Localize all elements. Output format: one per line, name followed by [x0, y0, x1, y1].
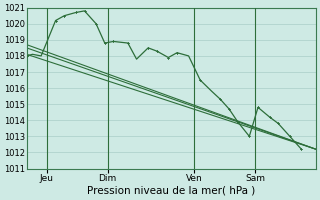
X-axis label: Pression niveau de la mer( hPa ): Pression niveau de la mer( hPa ) — [87, 186, 255, 196]
